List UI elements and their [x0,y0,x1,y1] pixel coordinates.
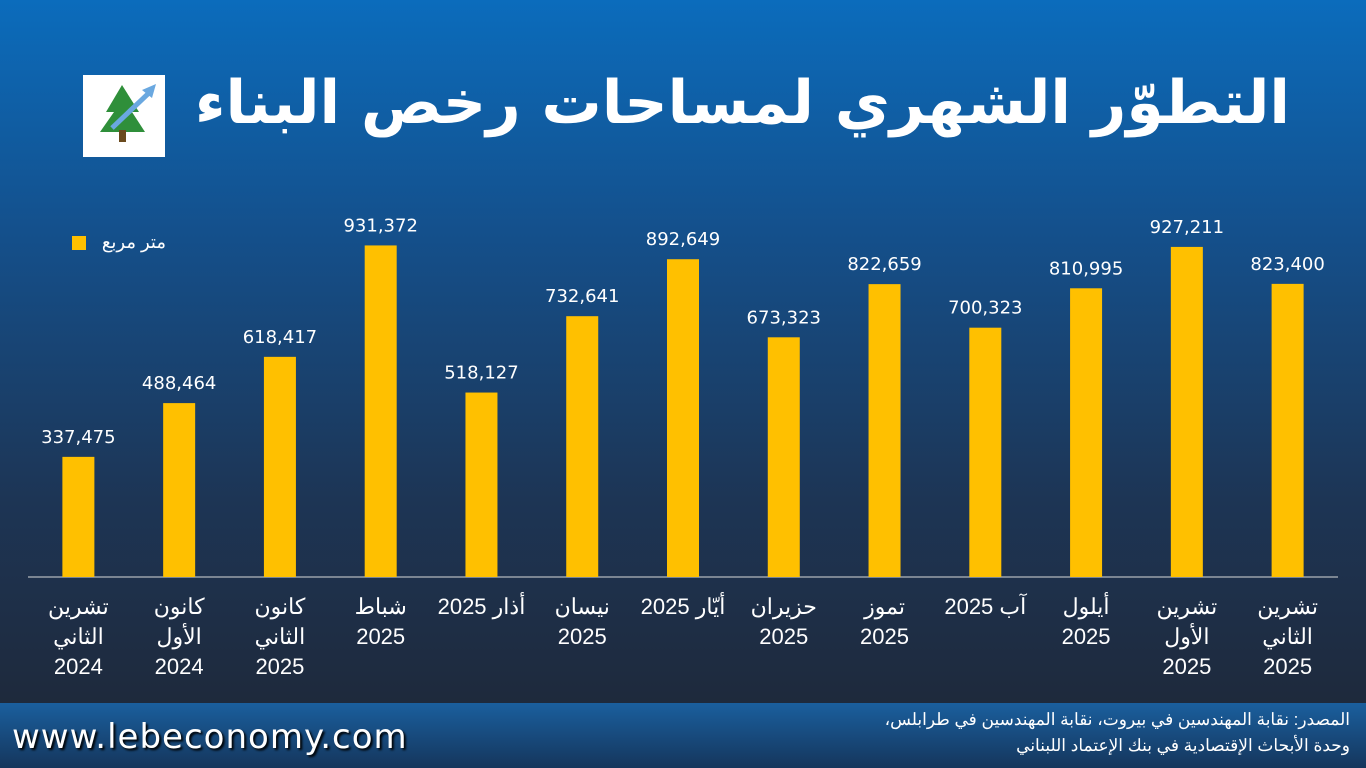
logo [83,75,165,157]
source-line: المصدر: نقابة المهندسين في بيروت، نقابة … [884,710,1350,729]
bar [767,337,800,577]
bar [969,327,1002,577]
x-tick-label: كانون الثاني 2025 [254,594,306,679]
legend-label: متر مربع [102,232,166,253]
bar [667,259,699,577]
x-tick-label: أيلول 2025 [1061,594,1111,649]
x-tick-label: أذار 2025 [437,594,526,619]
value-label: 810,995 [1049,258,1123,279]
legend-swatch [72,236,86,250]
value-label: 488,464 [142,373,216,394]
bar [1070,288,1103,577]
value-label: 673,323 [747,307,821,328]
bar [1170,246,1203,577]
x-tick-label: أيّار 2025 [640,594,726,619]
bar [364,245,397,577]
value-label: 732,641 [545,286,619,307]
x-tick-label: آب 2025 [944,594,1027,619]
x-tick-label: نيسان 2025 [554,594,610,649]
x-tick-label: تشرين الأول 2025 [1156,594,1218,679]
value-label: 518,127 [444,363,518,384]
title: التطوّر الشهري لمساحات رخص البناء [194,68,1290,138]
bar [62,456,95,577]
footer: www.lebeconomy.com المصدر: نقابة المهندس… [0,703,1366,768]
bar [263,356,296,577]
bar [868,284,901,577]
source-line: وحدة الأبحاث الإقتصادية في بنك الإعتماد … [1016,736,1350,755]
value-label: 337,475 [41,427,115,448]
value-label: 700,323 [948,298,1022,319]
x-tick-label: تموز 2025 [860,594,909,649]
bar [465,392,498,577]
x-tick-label: كانون الأول 2024 [153,594,205,679]
value-label: 892,649 [646,229,720,250]
value-label: 618,417 [243,327,317,348]
bar [163,403,196,577]
source: المصدر: نقابة المهندسين في بيروت، نقابة … [885,707,1350,759]
bar [566,316,599,577]
x-tick-label: شباط 2025 [354,594,407,649]
x-tick-label: تشرين الثاني 2024 [47,594,109,679]
value-label: 927,211 [1150,217,1224,238]
bar [1271,283,1304,577]
value-label: 822,659 [847,254,921,275]
x-tick-label: حزيران 2025 [750,594,817,649]
value-label: 823,400 [1250,254,1324,275]
website: www.lebeconomy.com [12,717,408,757]
x-tick-label: تشرين الثاني 2025 [1257,594,1318,679]
value-label: 931,372 [343,215,417,236]
